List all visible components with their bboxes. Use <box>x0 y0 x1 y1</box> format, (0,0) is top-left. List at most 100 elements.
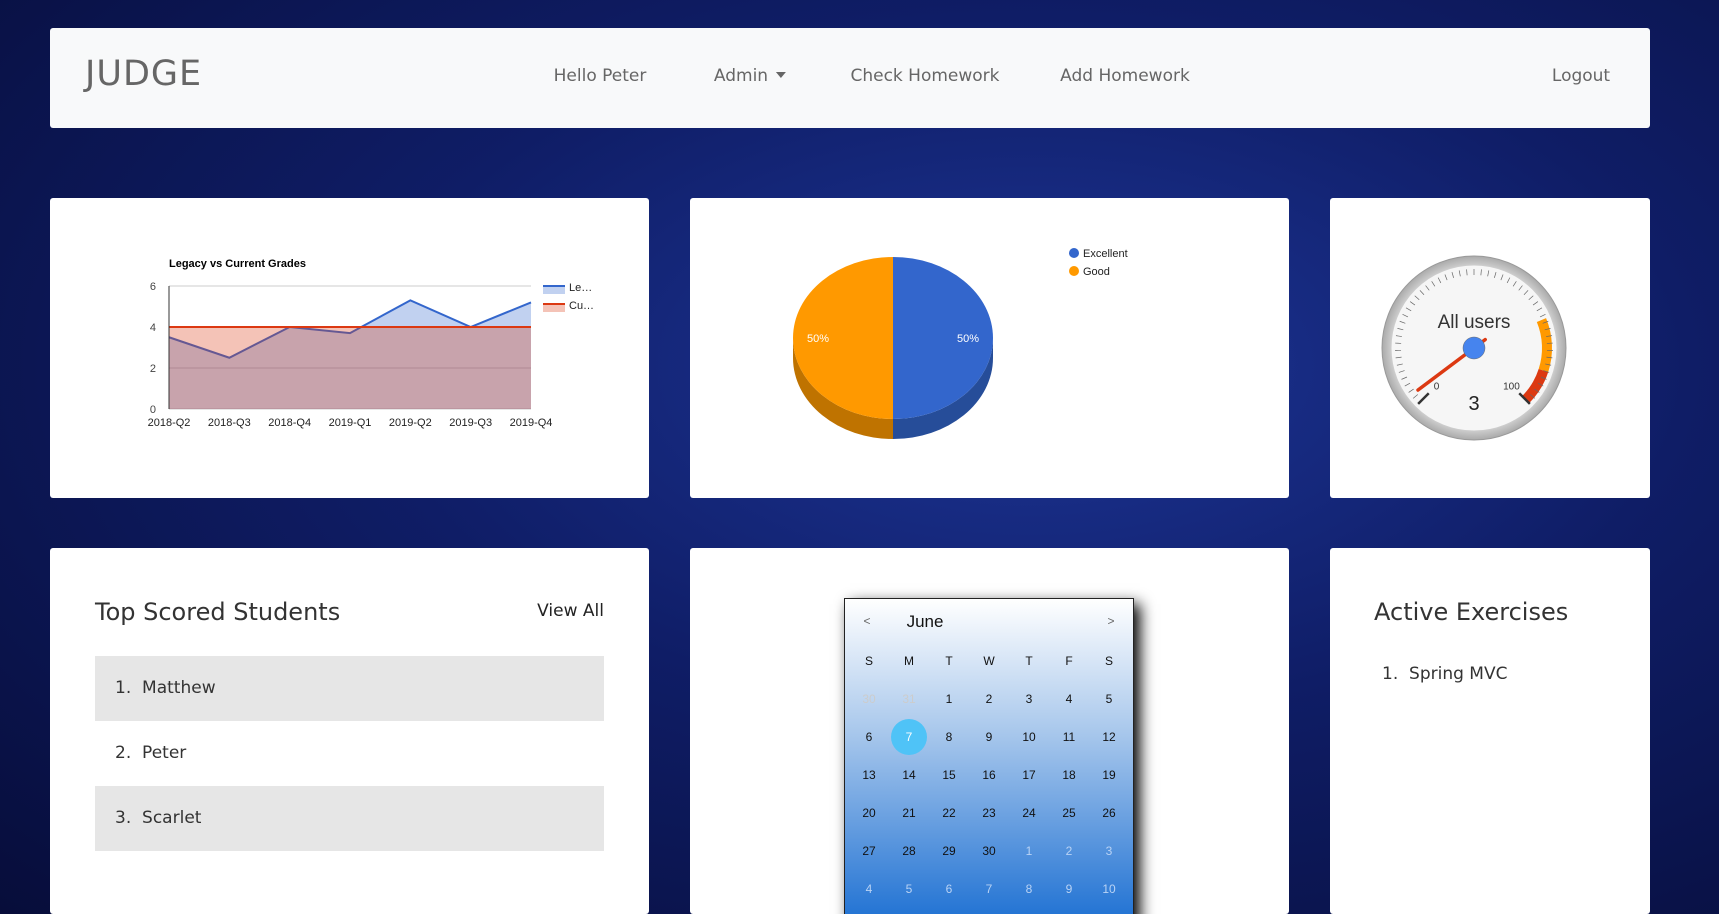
day[interactable]: 3 <box>1105 844 1113 858</box>
minor-tick <box>1431 281 1436 287</box>
area-fill <box>169 327 531 409</box>
day[interactable]: 13 <box>862 768 876 782</box>
day[interactable]: 16 <box>982 768 996 782</box>
weekday: T <box>945 654 953 668</box>
day[interactable]: 22 <box>942 806 956 820</box>
day[interactable]: 15 <box>942 768 956 782</box>
day[interactable]: 29 <box>942 844 956 858</box>
y-tick-label: 6 <box>150 281 156 293</box>
day[interactable]: 3 <box>1025 692 1033 706</box>
x-tick-label: 2018-Q2 <box>148 417 191 429</box>
minor-tick <box>1536 307 1543 312</box>
card-title: Top Scored Students <box>95 598 341 626</box>
exercise-item[interactable]: Spring MVC <box>1409 664 1508 684</box>
card: 50% Excellent 50% Good <box>690 198 1289 498</box>
weekday: T <box>1025 654 1033 668</box>
minor-tick <box>1518 285 1523 291</box>
day[interactable]: 4 <box>1065 692 1073 706</box>
card: Top Scored Students View All Matthew Pete… <box>50 548 649 914</box>
day[interactable]: 4 <box>865 882 873 896</box>
next-month[interactable]: > <box>1107 614 1115 628</box>
minor-tick <box>1458 270 1461 277</box>
x-tick-label: 2018-Q3 <box>208 417 251 429</box>
day[interactable]: 21 <box>902 806 916 820</box>
day[interactable]: 9 <box>985 730 993 744</box>
day[interactable]: 6 <box>945 882 953 896</box>
day[interactable]: 17 <box>1022 768 1036 782</box>
day[interactable]: 6 <box>865 730 873 744</box>
card-title: Active Exercises <box>1374 598 1569 626</box>
gauge-label: All users <box>1438 312 1511 333</box>
logout[interactable]: Logout <box>1551 66 1611 86</box>
legend-dot <box>1069 248 1079 258</box>
minor-tick <box>1523 290 1529 296</box>
day[interactable]: 5 <box>905 882 913 896</box>
gauge-band <box>1536 318 1552 373</box>
nav-dropdown[interactable]: Admin <box>714 66 787 86</box>
x-tick-label: 2019-Q3 <box>449 417 492 429</box>
day[interactable]: 14 <box>902 768 916 782</box>
day[interactable]: 1 <box>1025 844 1033 858</box>
minor-tick <box>1545 363 1552 366</box>
day[interactable]: 30 <box>982 844 996 858</box>
minor-tick <box>1537 382 1544 387</box>
minor-tick <box>1532 301 1539 306</box>
day[interactable]: 5 <box>1105 692 1113 706</box>
minor-tick <box>1487 270 1490 277</box>
day[interactable]: 30 <box>862 692 876 706</box>
gauge-chart: 0 100 All users 3 <box>1381 255 1567 441</box>
day[interactable]: 7 <box>891 719 927 755</box>
exercise-list: Spring MVC <box>1382 664 1507 684</box>
student-list: Matthew Peter Scarlet <box>95 656 604 851</box>
day[interactable]: 1 <box>945 692 953 706</box>
day[interactable]: 31 <box>902 692 916 706</box>
day[interactable]: 25 <box>1062 806 1076 820</box>
minor-tick <box>1409 301 1416 306</box>
day[interactable]: 7 <box>985 882 993 896</box>
day[interactable]: 24 <box>1022 806 1036 820</box>
day[interactable]: 28 <box>902 844 916 858</box>
x-tick-label: 2019-Q1 <box>329 417 372 429</box>
day[interactable]: 2 <box>985 692 993 706</box>
gauge-value: 3 <box>1468 393 1479 415</box>
pie-chart: 50% Excellent 50% Good <box>793 248 1128 439</box>
y-tick-label: 2 <box>150 363 156 375</box>
student-item[interactable]: Peter <box>142 743 187 763</box>
day[interactable]: 9 <box>1065 882 1073 896</box>
brand[interactable]: JUDGE <box>85 54 203 94</box>
day[interactable]: 18 <box>1062 768 1076 782</box>
minor-tick <box>1402 314 1409 318</box>
day[interactable]: 20 <box>862 806 876 820</box>
student-item[interactable]: Scarlet <box>95 786 604 851</box>
minor-tick <box>1528 295 1534 300</box>
y-tick-label: 0 <box>150 404 156 416</box>
day[interactable]: 19 <box>1102 768 1116 782</box>
view-all-link[interactable]: View All <box>537 601 604 621</box>
weekday: F <box>1065 654 1073 668</box>
nav-link[interactable]: Hello Peter <box>553 66 647 86</box>
minor-tick <box>1534 388 1540 393</box>
day[interactable]: 10 <box>1022 730 1036 744</box>
day[interactable]: 8 <box>945 730 953 744</box>
day[interactable]: 23 <box>982 806 996 820</box>
nav-link[interactable]: Add Homework <box>1060 66 1190 86</box>
day[interactable]: 8 <box>1025 882 1033 896</box>
minor-tick <box>1395 356 1402 359</box>
x-tick-label: 2019-Q2 <box>389 417 432 429</box>
prev-month[interactable]: < <box>863 614 871 628</box>
card: < June > S M T W T F S 30 31 1 2 3 4 5 6 7 8 9 10 11 12 13 14 15 16… <box>690 548 1289 914</box>
slice-label: 50% <box>957 333 979 345</box>
minor-tick <box>1530 394 1536 399</box>
minor-tick <box>1466 269 1468 276</box>
pie-slice <box>793 257 893 419</box>
nav-link[interactable]: Check Homework <box>850 66 1000 86</box>
student-item[interactable]: Matthew <box>95 656 604 721</box>
day[interactable]: 27 <box>862 844 876 858</box>
day[interactable]: 2 <box>1065 844 1073 858</box>
day[interactable]: 26 <box>1102 806 1116 820</box>
card: Legacy vs Current Grades 0 2 4 6 2018-Q2 2018-… <box>50 198 649 498</box>
day[interactable]: 11 <box>1062 730 1076 744</box>
day[interactable]: 12 <box>1102 730 1116 744</box>
day[interactable]: 10 <box>1102 882 1116 896</box>
